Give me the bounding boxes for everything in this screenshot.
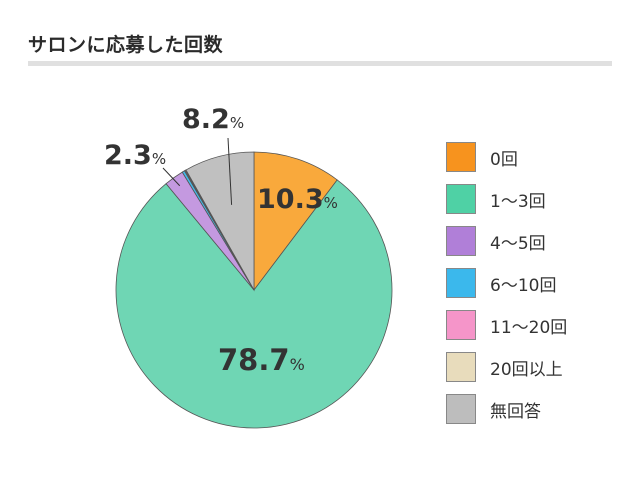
legend-swatch-0: [446, 142, 476, 172]
pie-slice-0: [253, 151, 338, 292]
legend-label-0: 0回: [490, 149, 518, 170]
legend-swatch-1: [446, 184, 476, 214]
legend-swatch-2: [446, 226, 476, 256]
legend-item-4: 11〜20回: [446, 304, 567, 346]
legend-label-3: 6〜10回: [490, 275, 557, 296]
legend-item-3: 6〜10回: [446, 262, 567, 304]
chart-title: サロンに応募した回数: [28, 34, 224, 56]
legend-item-0: 0回: [446, 136, 567, 178]
pie-slice-6: [185, 151, 255, 292]
leader-line-6: [227, 137, 233, 205]
data-label-0: 10.3%: [257, 184, 338, 215]
data-label-2: 2.3%: [104, 140, 166, 171]
legend-item-6: 無回答: [446, 388, 567, 430]
legend-item-1: 1〜3回: [446, 178, 567, 220]
legend-swatch-3: [446, 268, 476, 298]
leader-line-2: [162, 167, 181, 187]
data-label-6: 8.2%: [182, 104, 244, 135]
legend-item-2: 4〜5回: [446, 220, 567, 262]
legend-label-1: 1〜3回: [490, 191, 546, 212]
legend: 0回 1〜3回 4〜5回 6〜10回 11〜20回 20回以上無回答: [446, 136, 567, 430]
legend-label-5: 20回以上: [490, 359, 563, 380]
pie-slice-1: [115, 179, 393, 429]
legend-swatch-4: [446, 310, 476, 340]
legend-label-2: 4〜5回: [490, 233, 546, 254]
legend-label-4: 11〜20回: [490, 317, 568, 338]
data-label-1: 78.7%: [218, 343, 305, 377]
legend-swatch-6: [446, 394, 476, 424]
legend-label-6: 無回答: [490, 401, 541, 422]
legend-item-5: 20回以上: [446, 346, 567, 388]
legend-swatch-5: [446, 352, 476, 382]
title-underline: [28, 61, 612, 66]
